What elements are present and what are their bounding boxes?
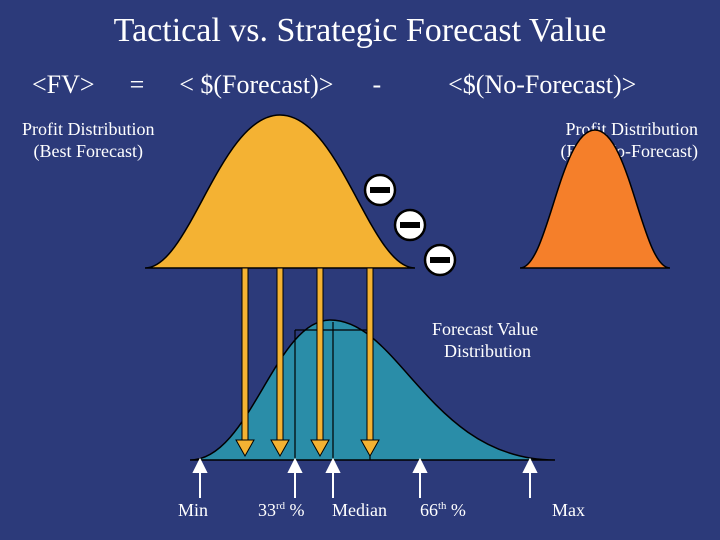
noforecast-curve <box>520 130 670 268</box>
label-fv-distribution: Forecast Value Distribution <box>432 318 538 362</box>
arrow-up-icon <box>289 460 301 498</box>
label-p66: 66th % <box>420 500 466 521</box>
arrow-up-icon <box>524 460 536 498</box>
label-p33-post: % <box>285 500 305 520</box>
label-p66-post: % <box>446 500 466 520</box>
label-median: Median <box>332 500 387 521</box>
arrow-up-icon <box>414 460 426 498</box>
minus-icon <box>425 245 455 275</box>
label-p33-num: 33 <box>258 500 276 520</box>
diagram-canvas <box>0 0 720 540</box>
label-p66-num: 66 <box>420 500 438 520</box>
minus-icon <box>365 175 395 205</box>
minus-icon <box>395 210 425 240</box>
white-pointer-arrows <box>194 460 536 498</box>
label-max: Max <box>552 500 585 521</box>
label-min: Min <box>178 500 208 521</box>
label-p33-sup: rd <box>276 500 285 512</box>
label-p33: 33rd % <box>258 500 305 521</box>
label-fv-line2: Distribution <box>432 341 531 361</box>
arrow-up-icon <box>327 460 339 498</box>
arrow-up-icon <box>194 460 206 498</box>
label-fv-line1: Forecast Value <box>432 319 538 339</box>
